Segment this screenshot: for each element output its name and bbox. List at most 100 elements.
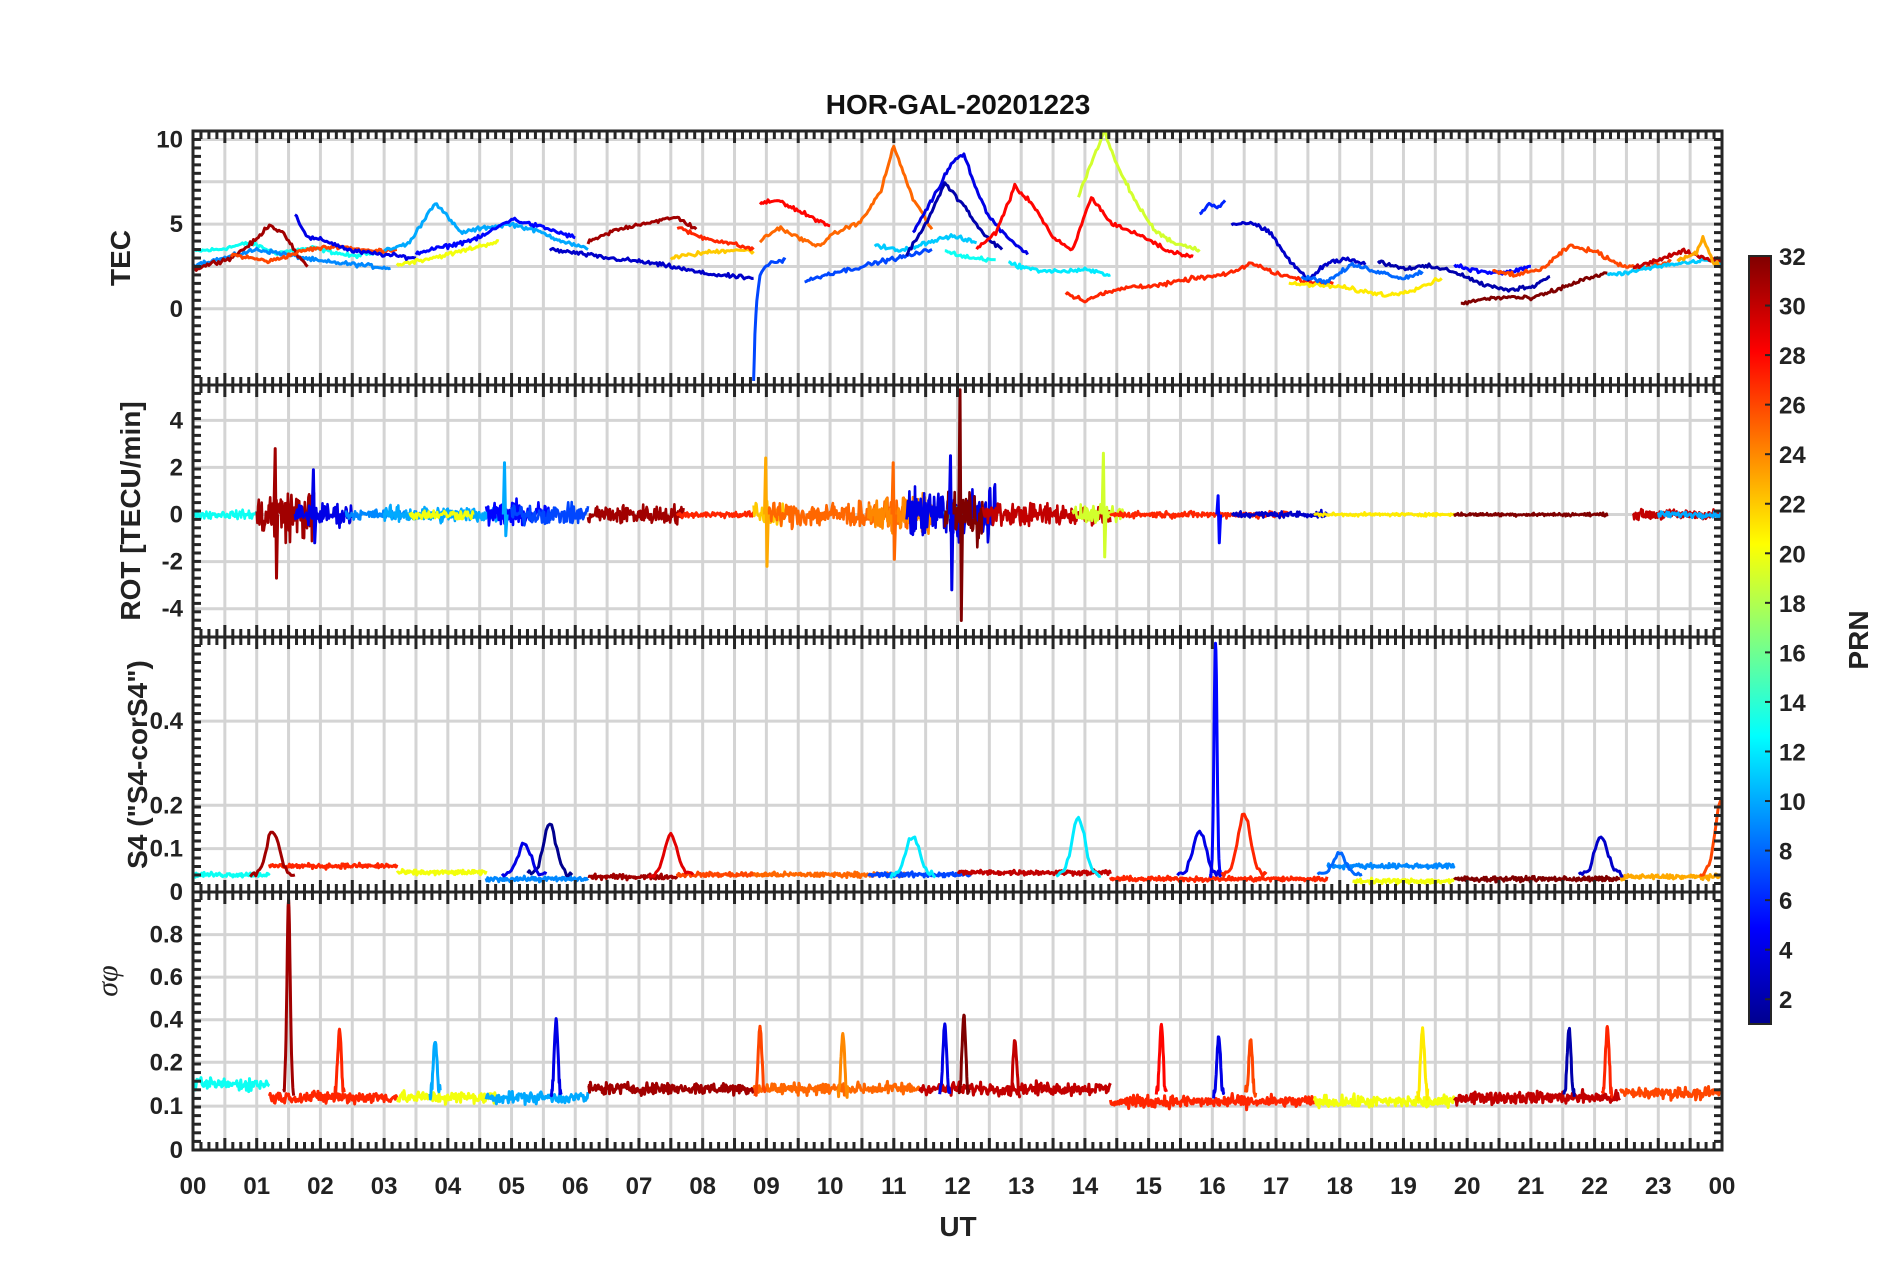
sigma-baseline-prn-13-0 <box>193 1076 271 1094</box>
tec-series-prn-5-7 <box>414 216 576 256</box>
rot-series-prn-20-5 <box>408 509 475 521</box>
y-tick-label: 0.1 <box>150 836 183 863</box>
colorbar-tick-label: 6 <box>1779 888 1792 915</box>
x-axis-label: UT <box>939 1211 976 1242</box>
s4-peak-prn-8-9 <box>1316 851 1363 877</box>
sigma-baseline-prn-27-1 <box>267 1089 399 1106</box>
s4-baseline-prn-26-5 <box>675 870 755 879</box>
rot-series-prn-13-0 <box>193 508 258 521</box>
colorbar-tick-label: 22 <box>1779 492 1806 519</box>
y-tick-label: 0 <box>170 879 183 906</box>
x-tick-label: 09 <box>753 1173 780 1200</box>
tec-series-prn-7-15 <box>804 248 933 284</box>
tec-series-prn-2-28 <box>1376 259 1551 293</box>
sigma-peak-prn-26-4 <box>753 1024 767 1097</box>
rot-series-prn-27-9 <box>676 510 755 520</box>
x-tick-label: 20 <box>1454 1173 1481 1200</box>
rot-spike-prn-4-5 <box>947 454 955 592</box>
rot-series-prn-10-23 <box>1657 510 1722 520</box>
s4-baseline-prn-31-4 <box>587 872 679 882</box>
colorbar-tick-label: 24 <box>1779 442 1806 469</box>
x-tick-label: 08 <box>689 1173 716 1200</box>
series-group-4 <box>193 898 1722 1112</box>
x-tick-label: 12 <box>944 1173 971 1200</box>
y-tick-label: 0.4 <box>150 708 184 735</box>
x-tick-label: 18 <box>1326 1173 1353 1200</box>
x-tick-label: 00 <box>1709 1173 1736 1200</box>
s4-baseline-prn-27-9 <box>1109 874 1329 884</box>
y-tick-label: 2 <box>170 454 183 481</box>
x-tick-label: 01 <box>243 1173 270 1200</box>
colorbar-tick-label: 8 <box>1779 839 1792 866</box>
sigma-baseline-prn-10-3 <box>484 1090 590 1106</box>
tec-series-prn-4-17 <box>911 152 1029 256</box>
rot-spike-prn-25-4 <box>890 461 898 561</box>
s4-peak-prn-12-5 <box>1055 815 1102 878</box>
sigma-peak-prn-27-1 <box>333 1027 346 1097</box>
panel-1: 0 5 10 TEC <box>105 126 1724 387</box>
tec-series-prn-10-6 <box>383 202 589 253</box>
y-tick-label: 0 <box>170 296 183 323</box>
sigma-peak-prn-32-7 <box>957 1013 971 1095</box>
y-tick-label: 5 <box>170 211 183 238</box>
rot-spike-prn-10-2 <box>501 461 509 538</box>
sigma-baseline-prn-27-7 <box>1108 1092 1316 1112</box>
x-tick-label: 22 <box>1581 1173 1608 1200</box>
sigma-baseline-prn-30-9 <box>1453 1088 1621 1107</box>
sigma-baseline-prn-31-4 <box>587 1080 756 1097</box>
s4-peak-prn-12-4 <box>889 835 937 879</box>
s4-baseline-prn-30-8 <box>956 868 1112 877</box>
x-tick-label: 14 <box>1072 1173 1099 1200</box>
x-tick-label: 16 <box>1199 1173 1226 1200</box>
y-tick-label: 0 <box>170 1137 183 1164</box>
s4-peak-prn-31-0 <box>249 830 296 878</box>
x-tick-label: 15 <box>1135 1173 1162 1200</box>
tec-series-prn-28-14 <box>758 198 831 228</box>
y-tick-label: -4 <box>162 596 184 623</box>
y-tick-label: 0.2 <box>150 792 183 819</box>
tec-series-prn-12-21 <box>1007 260 1111 277</box>
tec-series-prn-31-9 <box>586 215 698 245</box>
colorbar-tick-label: 26 <box>1779 393 1806 420</box>
colorbar-tick-label: 4 <box>1779 938 1793 965</box>
x-tick-label: 19 <box>1390 1173 1417 1200</box>
colorbar-label: PRN <box>1843 610 1874 669</box>
colorbar-tick-label: 20 <box>1779 541 1806 568</box>
sigma-peak-prn-27-14 <box>1600 1025 1614 1099</box>
tec-series-prn-30-33 <box>1632 247 1722 270</box>
s4-peak-prn-4-7 <box>1176 829 1224 878</box>
x-tick-label: 07 <box>626 1173 653 1200</box>
sigma-baseline-prn-20-8 <box>1312 1092 1456 1110</box>
tec-series-prn-25-13 <box>758 144 934 248</box>
tec-series-prn-13-0 <box>193 240 386 260</box>
colorbar-tick-label: 28 <box>1779 343 1806 370</box>
series-group-1 <box>193 131 1722 381</box>
colorbar-tick-label: 2 <box>1779 987 1792 1014</box>
s4-baseline-prn-7-7 <box>867 870 972 879</box>
y-axis-label-3: S4 ("S4-corS4") <box>122 660 153 869</box>
rot-series-prn-4-2 <box>293 502 354 530</box>
tec-series-prn-5-29 <box>1453 263 1532 276</box>
tec-series-prn-11-16 <box>873 233 978 253</box>
tec-series-prn-28-20 <box>975 182 1194 259</box>
panel-4: 0 0.1 0.2 0.4 0.6 0.8 σφ <box>91 890 1724 1164</box>
tec-series-prn-3-25 <box>1230 220 1367 282</box>
y-tick-label: 0.4 <box>150 1007 184 1034</box>
colorbar-tick-label: 30 <box>1779 294 1806 321</box>
y-tick-label: 0.1 <box>150 1093 183 1120</box>
tec-series-prn-22-10 <box>669 248 755 261</box>
s4-baseline-prn-32-12 <box>1453 874 1621 884</box>
y-tick-label: 10 <box>156 126 183 153</box>
s4-peak-prn-29-3 <box>647 831 695 879</box>
x-tick-label: 23 <box>1645 1173 1672 1200</box>
x-tick-label: 17 <box>1263 1173 1290 1200</box>
sigma-peak-prn-10-2 <box>428 1040 442 1101</box>
tec-series-prn-32-30 <box>1460 271 1608 306</box>
x-tick-label: 13 <box>1008 1173 1035 1200</box>
colorbar-tick-label: 12 <box>1779 739 1806 766</box>
y-axis-label-4: σφ <box>91 965 124 996</box>
panel-2: -4 -2 0 2 4 ROT [TECU/min] <box>115 383 1724 639</box>
